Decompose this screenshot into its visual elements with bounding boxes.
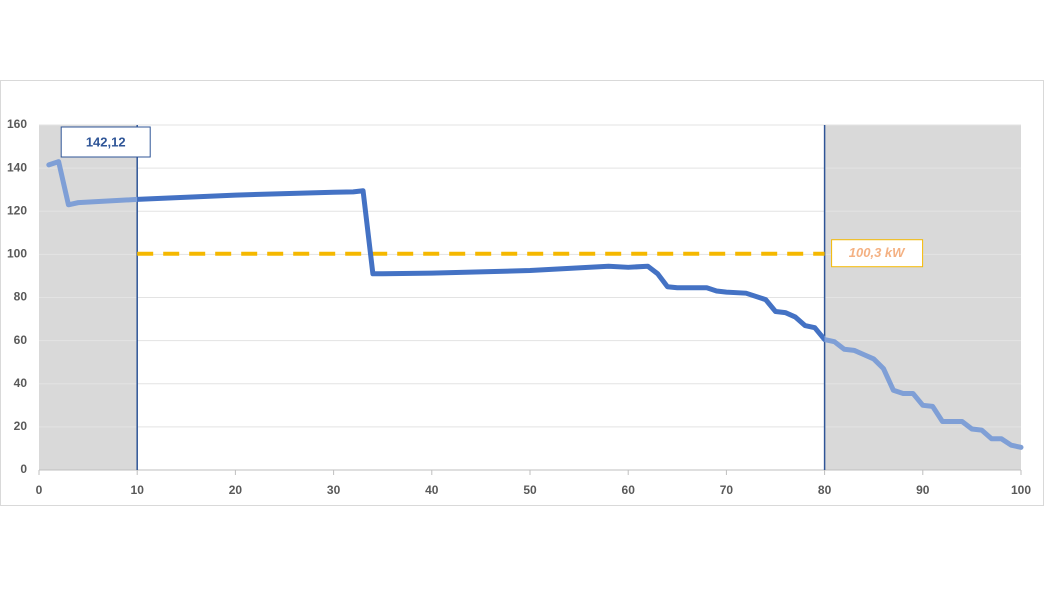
annotation-label: 142,12 [86,134,126,149]
x-tick-label: 70 [720,483,734,497]
x-tick-label: 100 [1011,483,1031,497]
annotation-box [60,126,151,158]
x-tick-label: 0 [36,483,43,497]
y-tick-label: 140 [7,160,27,174]
x-tick-label: 50 [523,483,537,497]
x-tick-label: 90 [916,483,930,497]
x-tick-label: 40 [425,483,439,497]
x-tick-label: 30 [327,483,341,497]
y-tick-label: 160 [7,117,27,131]
y-tick-label: 120 [7,203,27,217]
x-tick-label: 80 [818,483,832,497]
y-tick-label: 100 [7,247,27,261]
target-box [831,239,924,268]
target-label: 100,3 kW [849,245,906,260]
y-tick-label: 20 [14,419,28,433]
x-tick-label: 20 [229,483,243,497]
y-tick-label: 40 [14,376,28,390]
y-tick-label: 60 [14,333,28,347]
line-series [46,159,1024,450]
y-tick-label: 0 [20,462,27,476]
x-tick-label: 60 [622,483,636,497]
x-tick-label: 10 [131,483,145,497]
y-tick-label: 80 [14,290,28,304]
